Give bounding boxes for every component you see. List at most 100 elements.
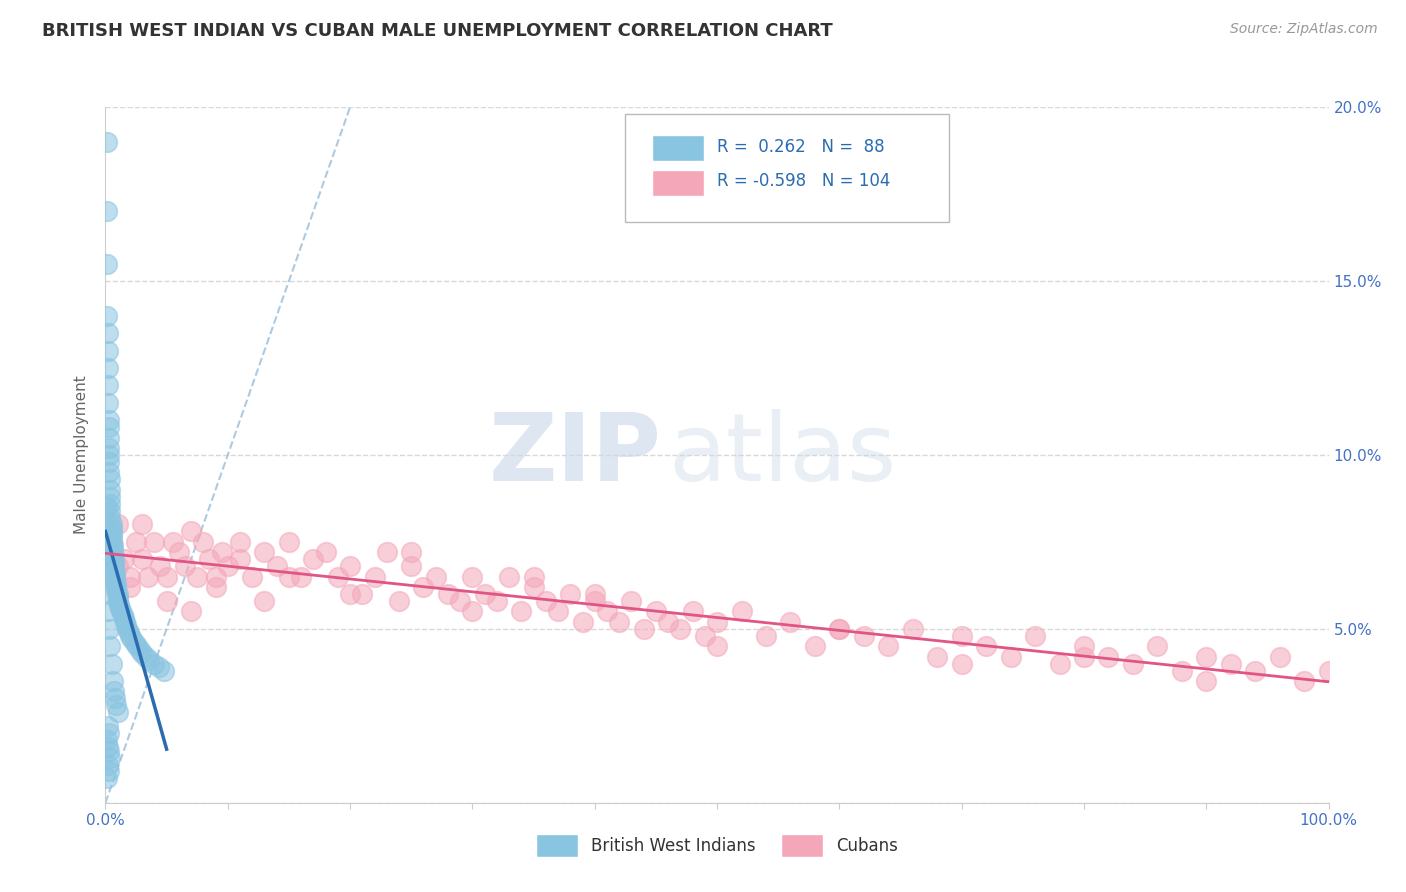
- Point: [461, 570, 484, 584]
- FancyBboxPatch shape: [652, 169, 703, 196]
- Point: [657, 615, 679, 629]
- Point: [107, 587, 129, 601]
- Point: [97, 396, 120, 410]
- Point: [96, 733, 118, 747]
- Point: [253, 545, 276, 559]
- Point: [121, 632, 143, 647]
- Point: [583, 594, 606, 608]
- Point: [98, 639, 121, 653]
- Point: [217, 559, 239, 574]
- Point: [449, 594, 471, 608]
- Point: [98, 744, 121, 758]
- Point: [125, 534, 148, 549]
- Point: [682, 605, 704, 619]
- Point: [596, 605, 619, 619]
- Point: [107, 594, 129, 608]
- Point: [633, 622, 655, 636]
- Point: [118, 580, 141, 594]
- Point: [510, 605, 533, 619]
- Point: [98, 441, 121, 455]
- Point: [706, 639, 728, 653]
- Point: [1073, 649, 1095, 664]
- Point: [118, 570, 141, 584]
- Point: [104, 691, 127, 706]
- Point: [156, 594, 179, 608]
- Point: [105, 698, 128, 713]
- Point: [103, 563, 125, 577]
- FancyBboxPatch shape: [652, 135, 703, 161]
- Point: [425, 570, 447, 584]
- Point: [1294, 674, 1316, 689]
- Point: [148, 660, 170, 674]
- Point: [107, 559, 129, 574]
- Text: R = -0.598   N = 104: R = -0.598 N = 104: [717, 172, 890, 191]
- Point: [111, 607, 134, 622]
- Point: [180, 605, 202, 619]
- Point: [1097, 649, 1119, 664]
- Point: [204, 570, 226, 584]
- Point: [1049, 657, 1071, 671]
- Point: [620, 594, 643, 608]
- Point: [950, 657, 973, 671]
- Point: [229, 552, 252, 566]
- Point: [162, 534, 184, 549]
- Point: [118, 629, 141, 643]
- Point: [852, 629, 875, 643]
- Point: [101, 545, 124, 559]
- Point: [98, 497, 121, 511]
- Point: [100, 524, 122, 539]
- Point: [1195, 649, 1218, 664]
- Point: [198, 552, 221, 566]
- Point: [97, 378, 120, 392]
- Point: [101, 541, 124, 556]
- Point: [97, 326, 120, 340]
- Point: [97, 360, 120, 375]
- Point: [104, 573, 127, 587]
- Point: [828, 622, 851, 636]
- Point: [136, 570, 159, 584]
- Point: [474, 587, 496, 601]
- Point: [1073, 639, 1095, 653]
- Point: [97, 605, 120, 619]
- Point: [302, 552, 325, 566]
- Point: [96, 534, 118, 549]
- Point: [352, 587, 374, 601]
- Point: [375, 545, 398, 559]
- Text: ZIP: ZIP: [489, 409, 662, 501]
- Point: [534, 594, 557, 608]
- Point: [96, 256, 118, 270]
- Point: [107, 706, 129, 720]
- Point: [204, 580, 226, 594]
- Point: [693, 629, 716, 643]
- Point: [128, 642, 150, 657]
- Point: [779, 615, 801, 629]
- Point: [98, 483, 121, 497]
- Point: [98, 490, 121, 504]
- Point: [117, 622, 139, 636]
- Point: [98, 413, 121, 427]
- Y-axis label: Male Unemployment: Male Unemployment: [75, 376, 90, 534]
- Point: [96, 500, 118, 514]
- Point: [98, 466, 121, 480]
- Point: [131, 552, 153, 566]
- Point: [115, 618, 138, 632]
- Point: [103, 684, 125, 698]
- Point: [174, 559, 197, 574]
- Point: [96, 309, 118, 323]
- Point: [339, 587, 361, 601]
- Point: [114, 615, 136, 629]
- Point: [730, 605, 752, 619]
- Point: [108, 601, 131, 615]
- Point: [278, 570, 301, 584]
- Point: [98, 431, 121, 445]
- Point: [1195, 674, 1218, 689]
- Point: [950, 629, 973, 643]
- Point: [100, 521, 122, 535]
- Point: [193, 534, 215, 549]
- Point: [266, 559, 288, 574]
- Point: [804, 639, 827, 653]
- Point: [97, 343, 120, 358]
- Point: [98, 503, 121, 517]
- Point: [1219, 657, 1241, 671]
- Point: [828, 622, 851, 636]
